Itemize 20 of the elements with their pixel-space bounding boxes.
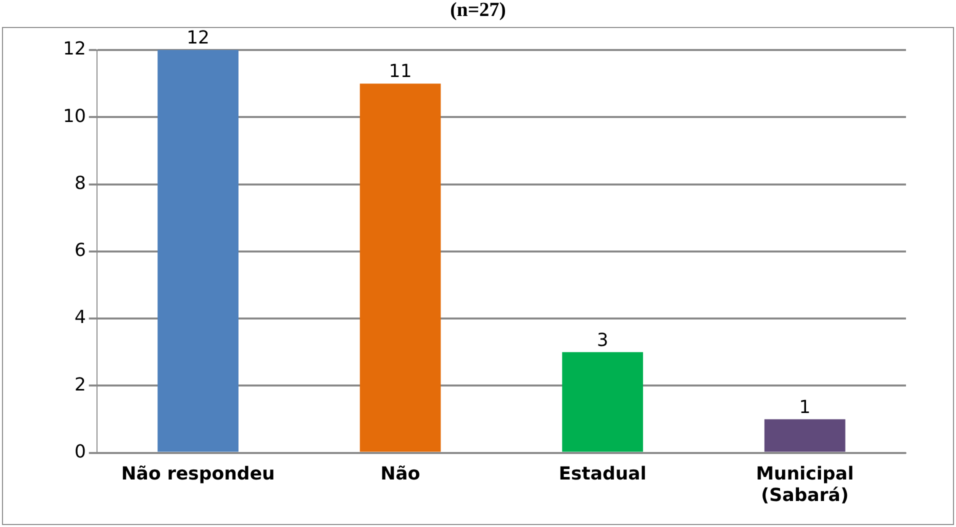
bar <box>360 84 441 452</box>
x-tick-label: Não <box>380 463 420 484</box>
x-tick-label: Não respondeu <box>121 463 275 484</box>
y-tick-label: 4 <box>74 307 86 328</box>
chart-title: (n=27) <box>449 0 507 21</box>
y-tick-label: 6 <box>74 240 86 262</box>
x-tick-label: Municipal (Sabará) <box>756 463 854 506</box>
x-tick-label: Estadual <box>558 463 646 484</box>
bar <box>562 352 644 452</box>
y-tick-label: 0 <box>74 441 86 462</box>
data-label: 12 <box>186 28 210 49</box>
y-tick-label: 8 <box>74 172 86 194</box>
y-tick-label: 12 <box>63 38 86 60</box>
bar <box>158 50 238 452</box>
data-label: 11 <box>388 61 412 82</box>
y-tick-label: 2 <box>74 374 86 396</box>
y-tick-label: 10 <box>63 106 86 127</box>
bar <box>764 419 846 452</box>
data-label: 1 <box>799 396 811 418</box>
data-label: 3 <box>596 330 608 351</box>
